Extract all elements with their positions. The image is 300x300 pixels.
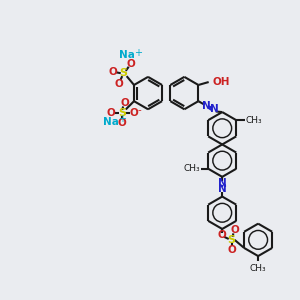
Text: CH₃: CH₃ [246,116,262,125]
Text: N: N [218,184,226,194]
Text: OH: OH [212,77,230,87]
Text: -: - [137,105,141,115]
Text: O: O [114,79,123,88]
Text: N: N [202,100,211,111]
Text: S: S [120,68,128,78]
Text: Na: Na [103,117,118,127]
Text: N: N [218,178,226,188]
Text: O: O [218,230,226,240]
Text: S: S [228,235,236,245]
Text: +: + [118,114,126,124]
Text: O: O [108,67,117,77]
Text: N: N [211,104,219,114]
Text: S: S [118,108,126,118]
Text: +: + [134,48,142,58]
Text: O: O [107,108,116,118]
Text: O: O [227,245,236,255]
Text: O: O [231,225,240,236]
Text: O: O [127,59,135,69]
Text: O: O [121,98,130,108]
Text: O: O [118,118,127,128]
Text: O: O [129,108,138,118]
Text: Na: Na [119,50,135,60]
Text: CH₃: CH₃ [183,164,200,173]
Text: CH₃: CH₃ [250,264,266,273]
